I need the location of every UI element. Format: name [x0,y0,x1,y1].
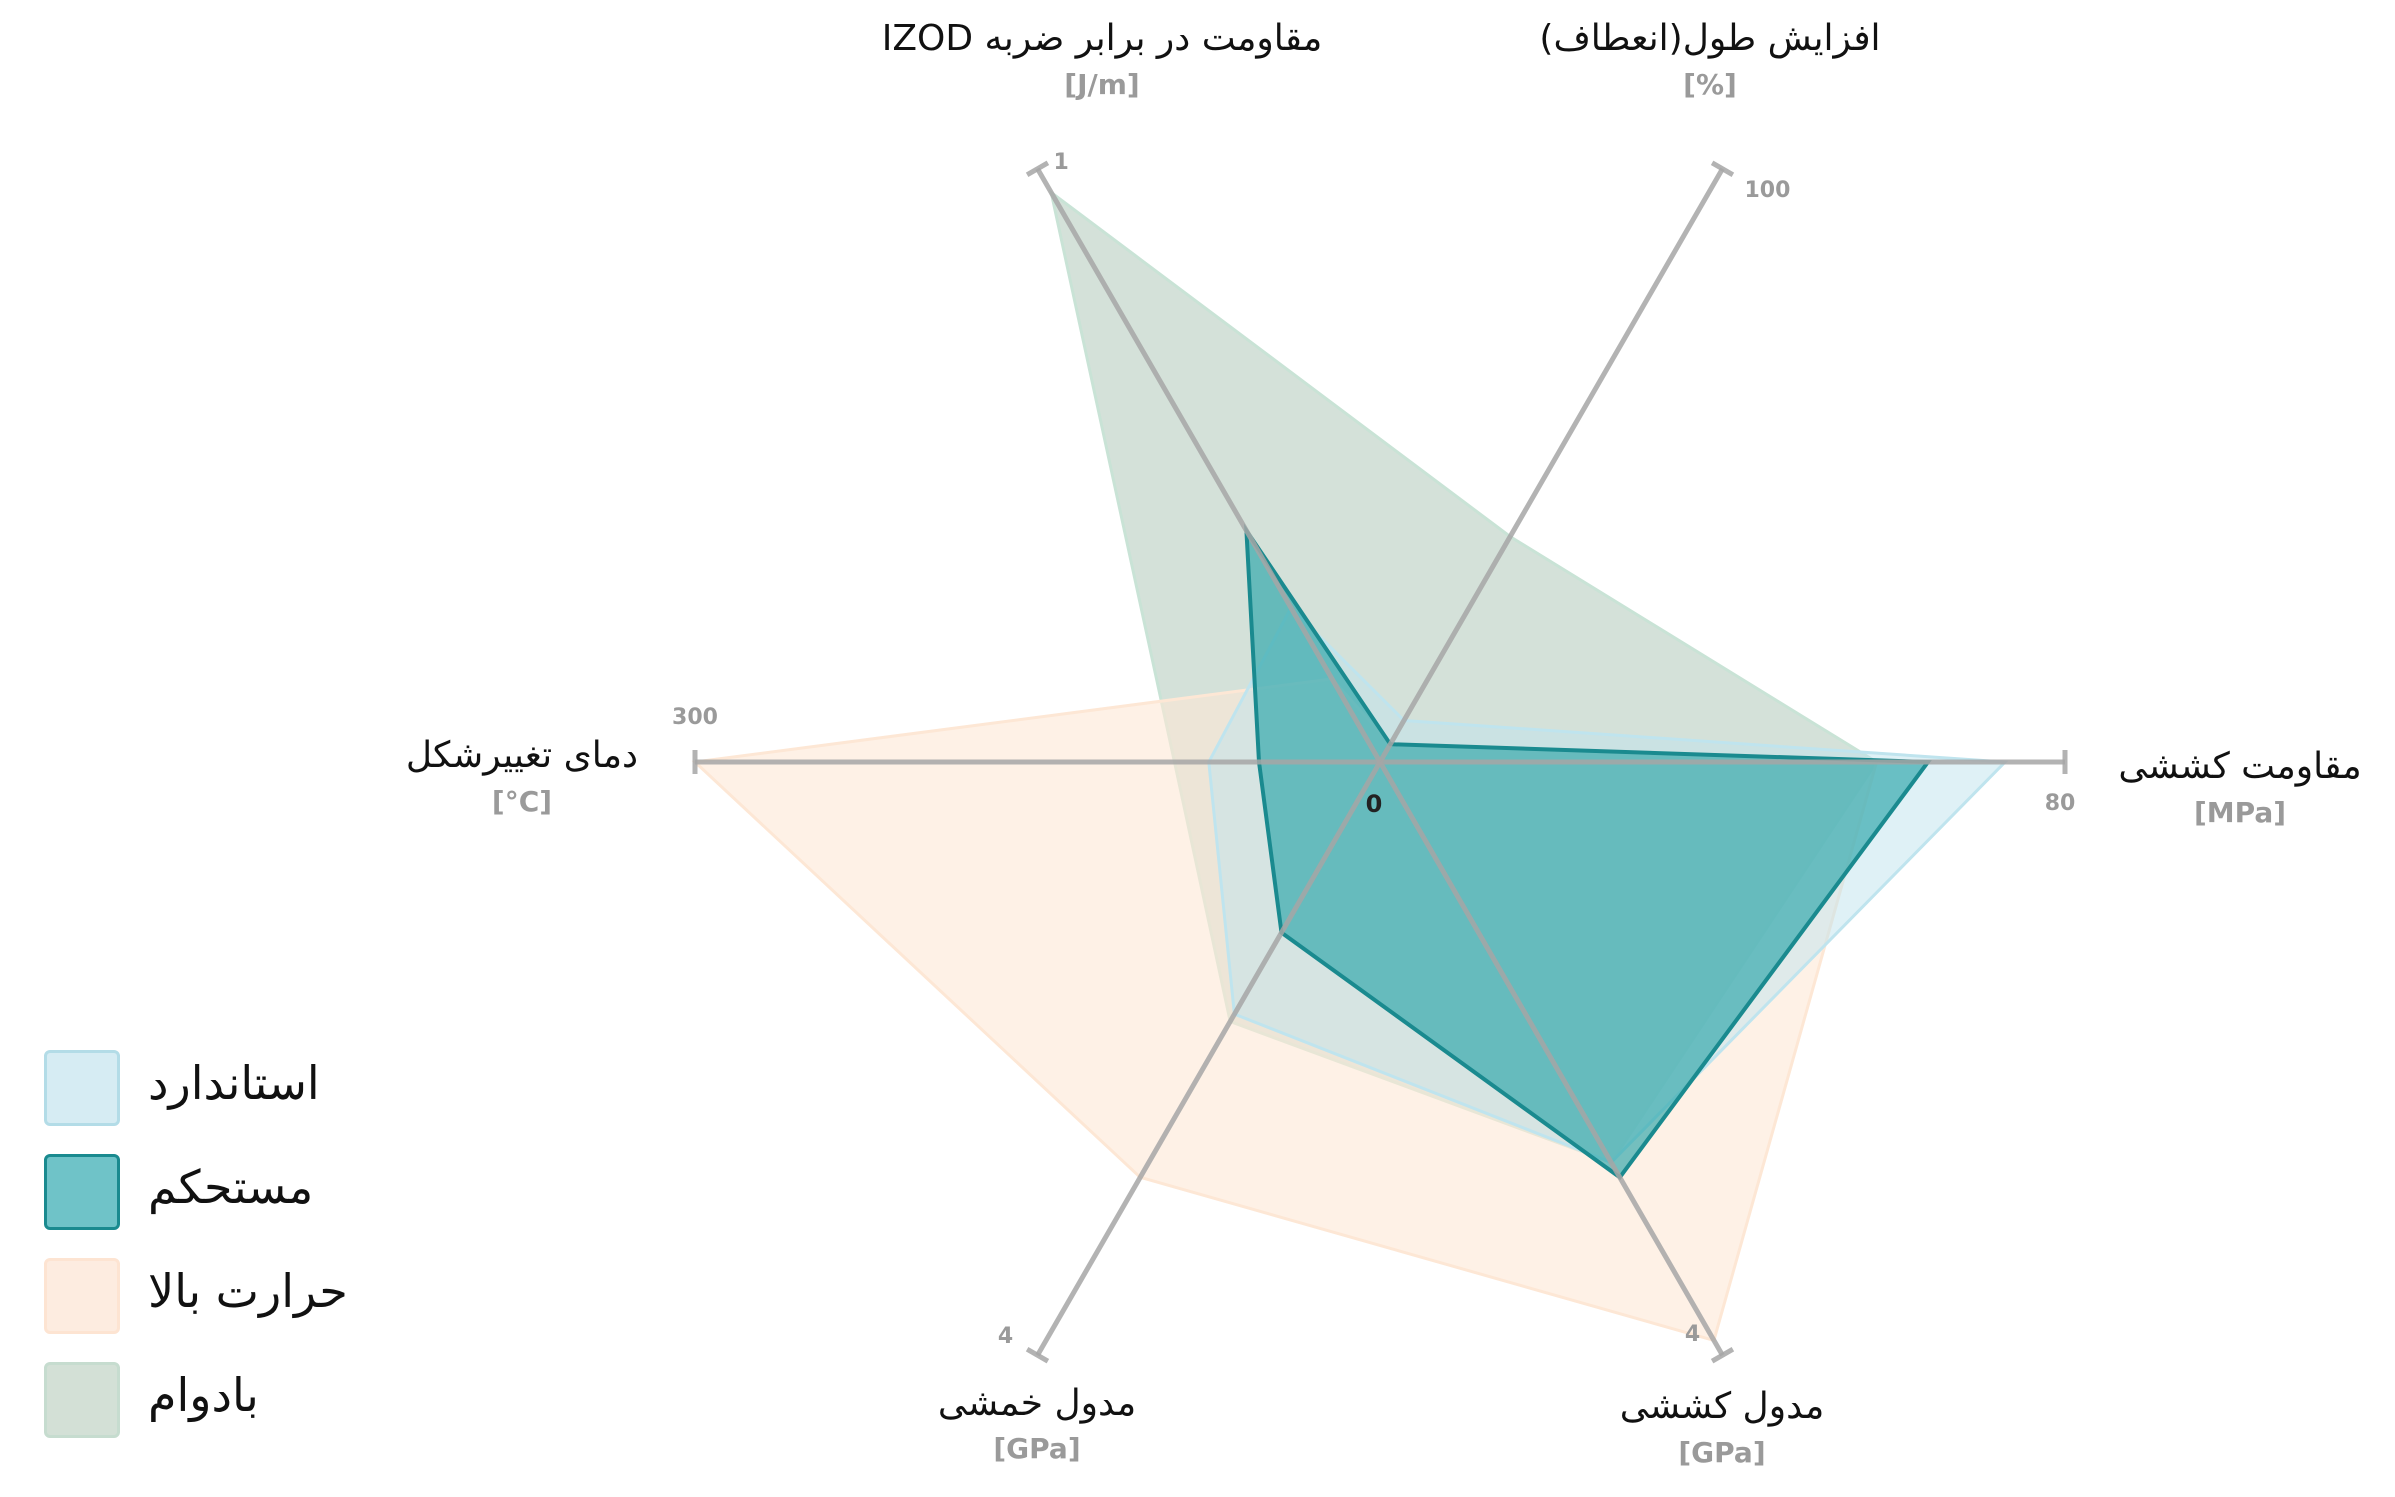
axis-cap-tensile_modulus [1710,1347,1735,1364]
axis-title-izod_impact: مقاومت در برابر ضربه IZOD [882,18,1323,59]
tick-origin: 0 [1366,790,1383,818]
tick-max-tensile_modulus: 4 [1685,1322,1700,1347]
axis-unit-tensile_modulus: [GPa] [1678,1436,1765,1469]
tick-max-hdt: 300 [672,705,718,730]
legend-item-standard: استاندارد [44,1050,404,1154]
axis-unit-flexural_modulus: [GPa] [993,1432,1080,1465]
legend-label-durable: بادوام [148,1368,259,1422]
axis-unit-hdt: [°C] [492,785,552,818]
legend-swatch-standard [44,1050,120,1126]
axis-cap-flexural_modulus [1025,1347,1050,1364]
axis-line-flexural_modulus [1035,760,1383,1357]
tick-max-flexural_modulus: 4 [998,1324,1013,1349]
axis-labels: 80 مقاومت کششی [MPa] 100 افزایش طول(انعطاف) [… [406,18,2362,1469]
axis-title-hdt: دمای تغییرشکل [406,735,638,776]
legend-item-high-temp: حرارت بالا [44,1258,404,1362]
axis-title-tensile_strength: مقاومت کششی [2118,746,2361,787]
axes [692,160,2068,1364]
axis-title-elongation: افزایش طول(انعطاف) [1539,18,1880,59]
axis-unit-elongation: [%] [1683,68,1737,101]
axis-title-flexural_modulus: مدول خمشی [938,1383,1136,1424]
legend-label-high-temp: حرارت بالا [148,1264,348,1318]
legend-swatch-high-temp [44,1258,120,1334]
tick-max-elongation: 100 [1745,178,1791,203]
legend-swatch-tough [44,1154,120,1230]
axis-cap-izod_impact [1025,160,1050,177]
legend-label-standard: استاندارد [148,1056,320,1110]
legend-swatch-durable [44,1362,120,1438]
axis-unit-izod_impact: [J/m] [1064,68,1139,101]
axis-line-elongation [1377,167,1725,764]
tick-max-tensile_strength: 80 [2045,791,2076,816]
legend-item-durable: بادوام [44,1362,404,1466]
legend-item-tough: مستحکم [44,1154,404,1258]
axis-cap-elongation [1710,160,1735,177]
series-polygons [691,188,2009,1343]
tick-max-izod_impact: 1 [1054,150,1069,175]
axis-unit-tensile_strength: [MPa] [2194,796,2286,829]
legend-label-tough: مستحکم [148,1160,314,1214]
axis-title-tensile_modulus: مدول کششی [1620,1386,1825,1427]
axis-line-izod_impact [1035,167,1383,764]
legend: استاندارد مستحکم حرارت بالا بادوام [44,1050,404,1466]
axis-line-tensile_modulus [1377,760,1725,1357]
